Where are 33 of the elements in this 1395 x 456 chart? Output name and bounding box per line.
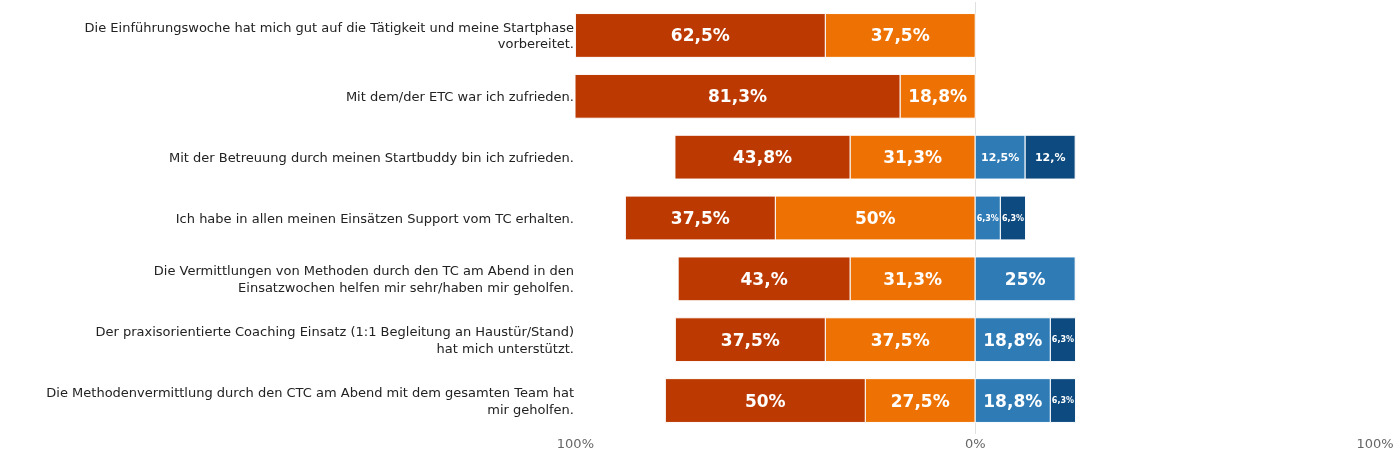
data-label: 43,% <box>740 268 788 289</box>
y-tick-label: Die Methodenvermittlung durch den CTC am Abend mit dem gesamten Team hat mir geholfen. <box>46 384 574 417</box>
y-tick-label: Mit der Betreuung durch meinen Startbuddy bin ich zufrieden. <box>168 149 574 165</box>
data-label: 50% <box>854 208 896 228</box>
x-tick-label: 100% <box>556 436 594 451</box>
data-label: 50% <box>744 390 786 411</box>
y-tick-label: Mit dem/der ETC war ich zufrieden. <box>345 88 574 104</box>
x-tick-label: 100% <box>1356 436 1394 451</box>
data-label: 12,% <box>1034 150 1066 164</box>
x-tick-label: 0% <box>964 436 986 451</box>
data-label: 81,3% <box>708 86 768 107</box>
data-label: 37,5% <box>720 329 780 350</box>
y-tick-label: Ich habe in allen meinen Einsätzen Support vom TC erhalten. <box>175 210 574 226</box>
data-label: 37,5% <box>870 25 930 46</box>
data-label: 12,5% <box>981 150 1020 164</box>
data-label: 31,3% <box>883 268 943 289</box>
data-label: 37,5% <box>670 208 730 228</box>
data-label: 6,3% <box>976 213 999 223</box>
data-label: 37,5% <box>870 329 930 350</box>
data-label: 6,3% <box>1051 396 1075 406</box>
data-label: 31,3% <box>883 147 943 168</box>
data-label: 18,8% <box>908 86 968 107</box>
y-tick-label: Die Einführungswoche hat mich gut auf die Tätigkeit und meine Startphase vorbereitet. <box>84 19 574 52</box>
y-tick-label: Der praxisorientierte Coaching Einsatz (1:1 Begleitung an Haustür/Stand) hat mich unterstützt. <box>95 323 574 356</box>
data-label: 18,8% <box>983 329 1043 350</box>
data-label: 62,5% <box>670 25 730 46</box>
data-label: 25% <box>1004 268 1046 289</box>
data-label: 18,8% <box>983 390 1043 411</box>
data-label: 6,3% <box>1051 335 1075 345</box>
data-label: 43,8% <box>733 147 792 168</box>
data-label: 6,3% <box>1001 213 1025 223</box>
data-label: 27,5% <box>890 390 950 411</box>
y-tick-label: Die Vermittlungen von Methoden durch den TC am Abend in den Einsatzwochen helfen mir sehr/haben mir geholfen. <box>153 262 574 295</box>
